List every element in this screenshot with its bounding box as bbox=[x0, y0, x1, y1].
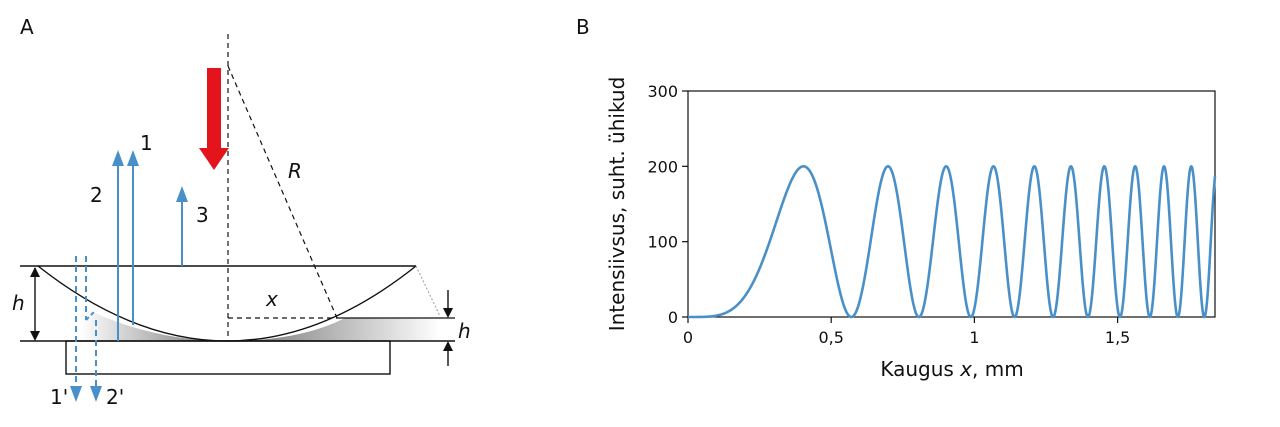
panel-b-label: B bbox=[576, 15, 590, 39]
panel-a-label: A bbox=[20, 15, 34, 39]
ray-2-transmitted-arrowhead bbox=[90, 386, 102, 402]
y-tick-label: 0 bbox=[668, 308, 678, 327]
x-tick-label: 0 bbox=[683, 328, 693, 347]
air-gap-shading-left bbox=[80, 306, 228, 341]
radius-label: R bbox=[288, 159, 302, 183]
y-tick-label: 200 bbox=[647, 157, 678, 176]
ray-2-arrowhead bbox=[112, 150, 124, 166]
y-axis-title: Intensiivsus, suht. ühikud bbox=[605, 77, 629, 332]
x-axis-title-suffix: , mm bbox=[972, 357, 1024, 381]
height-right-label: h bbox=[458, 319, 471, 343]
air-gap-shading-right bbox=[228, 318, 440, 341]
incident-arrow-head bbox=[199, 148, 229, 170]
x-tick-label: 1,5 bbox=[1105, 328, 1130, 347]
height-dim-left-bottom-arrow bbox=[30, 331, 40, 341]
height-left-label: h bbox=[12, 291, 25, 315]
ray-1-arrowhead bbox=[127, 150, 139, 166]
y-tick-label: 100 bbox=[647, 233, 678, 252]
ray-1-label: 1 bbox=[140, 131, 153, 155]
glass-plate bbox=[65, 340, 391, 375]
ray-1-transmitted-label: 1' bbox=[50, 385, 68, 409]
x-axis: 0 0,5 1 1,5 bbox=[683, 317, 1130, 347]
ray-3-label: 3 bbox=[196, 203, 209, 227]
ray-1-transmitted-arrowhead bbox=[70, 386, 82, 402]
ray-2-transmitted-label: 2' bbox=[106, 385, 124, 409]
height-dim-right-bottom-arrow bbox=[443, 341, 453, 351]
x-axis-title: Kaugus x, mm bbox=[880, 357, 1023, 381]
ray-2-reflection-kink bbox=[85, 309, 97, 321]
x-axis-title-var: x bbox=[959, 357, 972, 381]
lens-edge-dotted bbox=[415, 265, 441, 317]
x-tick-label: 1 bbox=[969, 328, 979, 347]
radius-line bbox=[227, 65, 338, 319]
ray-3-arrowhead bbox=[176, 186, 188, 202]
ray-2-label: 2 bbox=[90, 183, 103, 207]
y-tick-label: 300 bbox=[647, 82, 678, 101]
incident-arrow-shaft bbox=[207, 68, 221, 150]
intensity-curve-series bbox=[687, 165, 1217, 319]
x-axis-title-prefix: Kaugus bbox=[880, 357, 960, 381]
distance-x-label: x bbox=[265, 287, 278, 311]
panel-a: A bbox=[12, 15, 471, 409]
panel-b: B 0 100 200 300 0 0,5 1 1,5 Intensiivsus, suht… bbox=[576, 15, 1217, 381]
height-dim-right-top-arrow bbox=[443, 308, 453, 318]
x-tick-label: 0,5 bbox=[818, 328, 843, 347]
height-dim-left-top-arrow bbox=[30, 267, 40, 277]
y-axis: 0 100 200 300 bbox=[647, 82, 688, 327]
plot-area-frame bbox=[687, 90, 1216, 318]
